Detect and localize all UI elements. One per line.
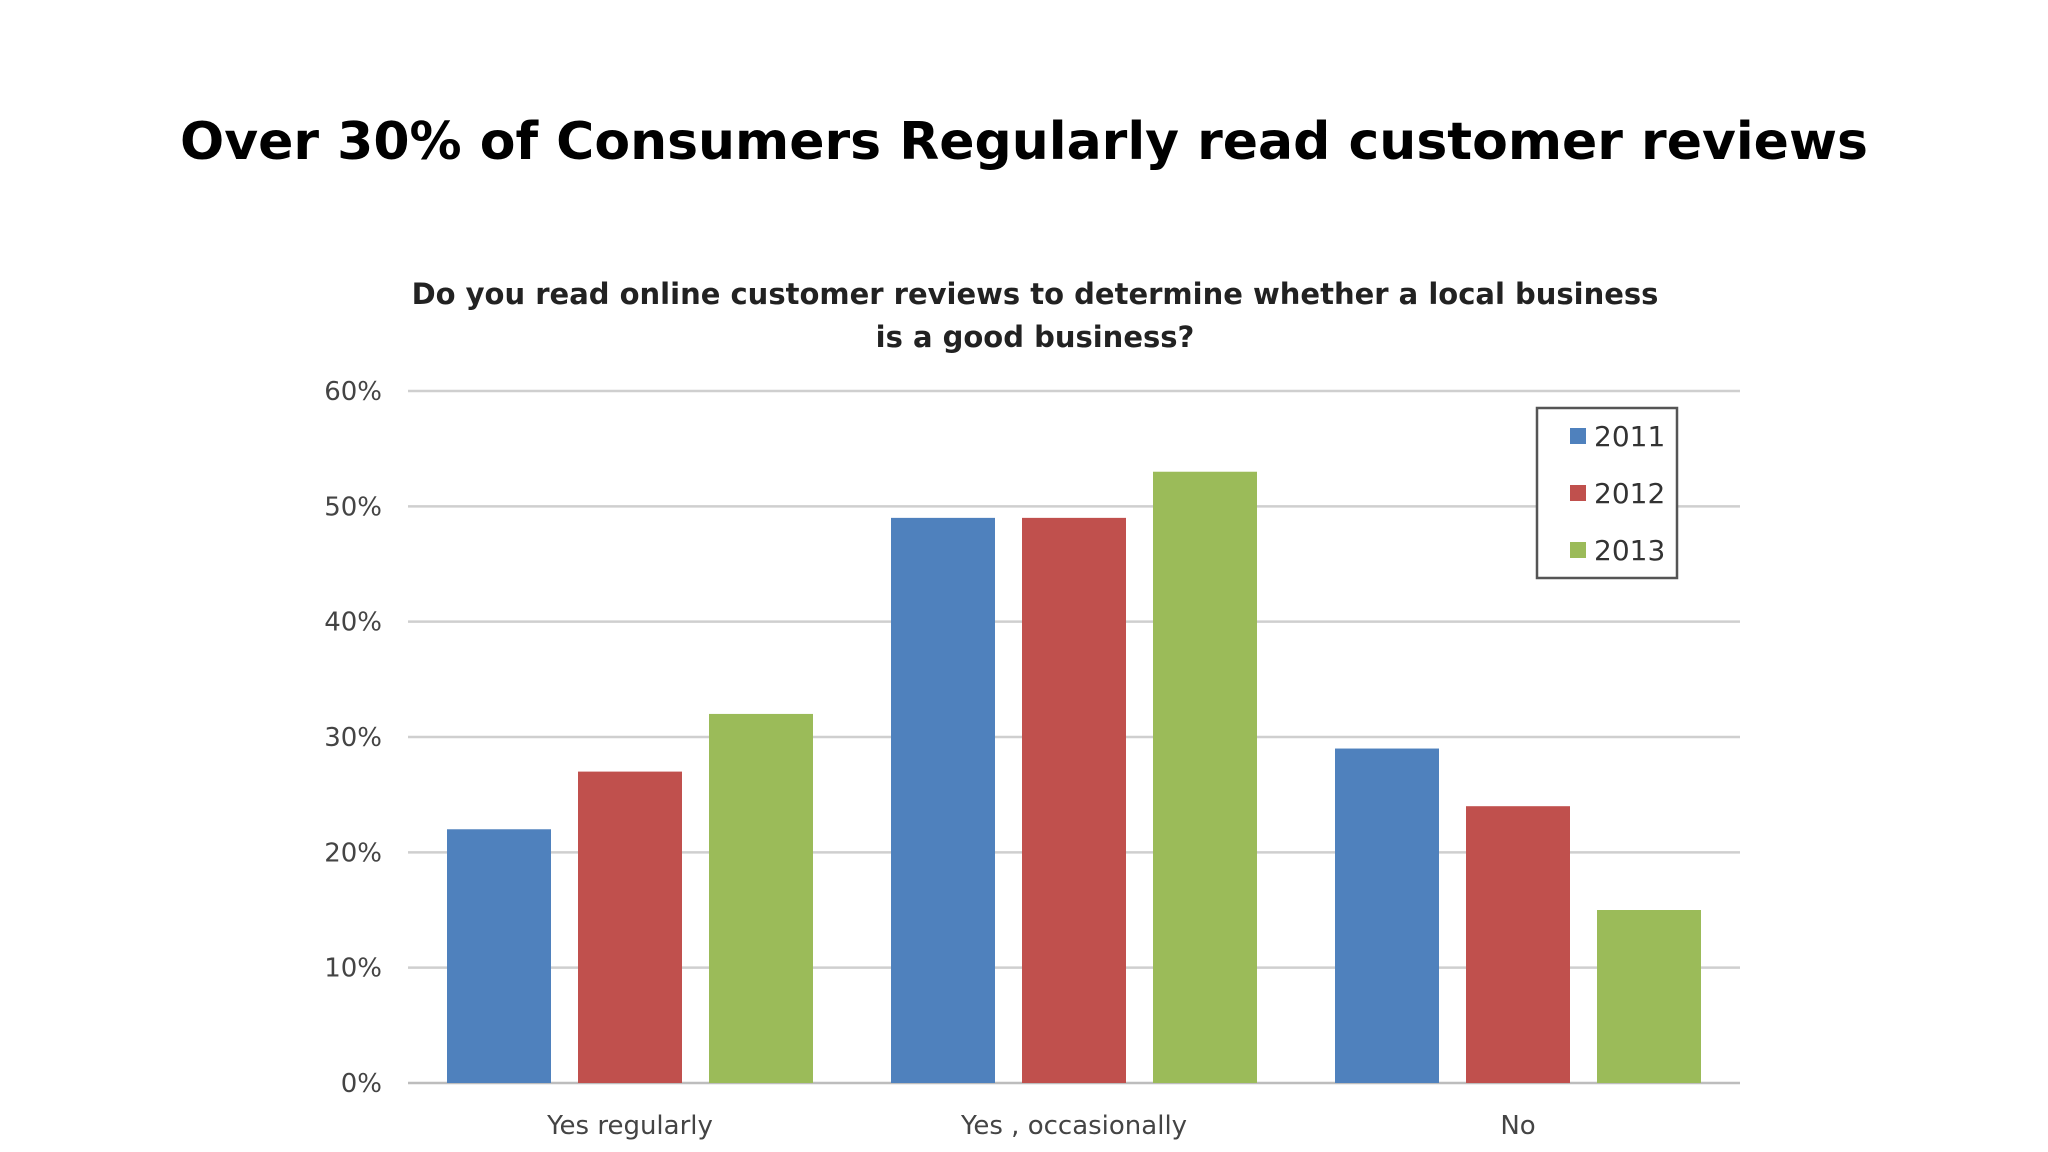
x-axis: Yes regularly Yes , occasionally No [546, 1111, 1536, 1141]
bar-2012-2 [1022, 517, 1126, 1083]
legend: 2011 2012 2013 [1535, 406, 1679, 580]
chart-title: Do you read online customer reviews to d… [412, 277, 1659, 354]
legend-swatch-2011 [1570, 428, 1586, 444]
bar-2013-3 [1597, 910, 1701, 1083]
x-category-label: Yes regularly [546, 1111, 713, 1141]
legend-swatch-2012 [1570, 485, 1586, 501]
x-category-label: Yes , occasionally [960, 1111, 1187, 1141]
legend-label-2013: 2013 [1594, 534, 1665, 567]
chart-title-line-2: is a good business? [876, 320, 1195, 354]
legend-label-2011: 2011 [1594, 420, 1665, 453]
y-tick-label: 60% [324, 377, 382, 407]
bar-2011-3 [1335, 748, 1439, 1083]
bar-2013-1 [709, 713, 813, 1083]
legend-swatch-2013 [1570, 542, 1586, 558]
x-category-label: No [1500, 1111, 1535, 1141]
slide-title: Over 30% of Consumers Regularly read cus… [180, 112, 1868, 172]
chart-title-line-1: Do you read online customer reviews to d… [412, 277, 1659, 311]
y-tick-label: 0% [341, 1069, 382, 1099]
y-tick-label: 30% [324, 723, 382, 753]
bar-2012-1 [578, 771, 682, 1083]
y-tick-label: 10% [324, 954, 382, 984]
bar-2013-2 [1153, 471, 1257, 1083]
legend-box [1535, 406, 1679, 580]
y-tick-label: 40% [324, 608, 382, 638]
bars [447, 471, 1701, 1083]
bar-2011-2 [891, 517, 995, 1083]
y-tick-label: 50% [324, 492, 382, 522]
y-tick-label: 20% [324, 838, 382, 868]
bar-2012-3 [1466, 806, 1570, 1083]
y-axis: 0% 10% 20% 30% 40% 50% 60% [324, 377, 382, 1099]
legend-label-2012: 2012 [1594, 477, 1665, 510]
bar-2011-1 [447, 829, 551, 1083]
